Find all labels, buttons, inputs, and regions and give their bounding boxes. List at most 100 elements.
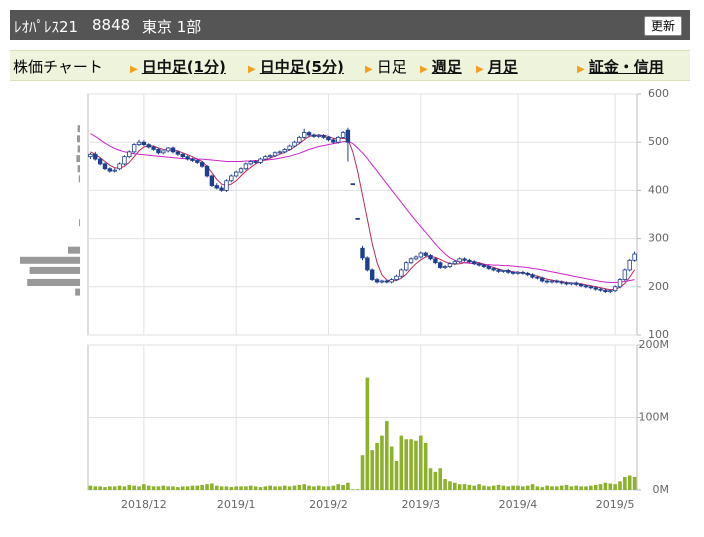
- volume-bar: [161, 485, 166, 490]
- candle-body: [272, 152, 278, 157]
- market: 東京 1部: [142, 18, 202, 36]
- candle-body: [141, 141, 147, 146]
- volume-bar: [127, 484, 132, 490]
- candle-body: [161, 150, 166, 154]
- volume-bar: [224, 486, 229, 490]
- candle-body: [384, 280, 389, 283]
- nav-link[interactable]: 日中足(1分): [141, 58, 226, 76]
- candle-body: [549, 280, 555, 283]
- volume-bar: [365, 377, 370, 490]
- volume-bar: [341, 484, 345, 490]
- candle-body: [525, 272, 530, 276]
- volume-bar: [244, 486, 248, 490]
- candle-body: [467, 259, 472, 263]
- candle-body: [336, 136, 341, 143]
- volume-bar: [307, 485, 311, 490]
- nav-item[interactable]: ▶ 証金・信用: [577, 56, 664, 77]
- candle-body: [544, 280, 550, 283]
- candle-body: [301, 132, 307, 138]
- volume-bar: [491, 485, 496, 490]
- candle-body: [603, 289, 608, 293]
- volume-bar: [166, 486, 170, 490]
- volume-bar: [632, 476, 637, 490]
- volume-bar: [608, 483, 613, 490]
- volume-bar: [472, 485, 477, 490]
- volume-bar: [453, 482, 457, 490]
- refresh-button[interactable]: 更新: [643, 16, 682, 36]
- volume-bar: [375, 442, 379, 490]
- volume-bar: [122, 486, 127, 490]
- volume-bar: [501, 485, 506, 490]
- candle-body: [447, 263, 453, 267]
- candle-body: [404, 262, 409, 271]
- volume-bar: [239, 486, 243, 490]
- volume-bar: [384, 421, 389, 490]
- candle-body: [219, 187, 224, 191]
- candle-body: [574, 282, 579, 285]
- candle-body: [428, 255, 433, 260]
- volume-bar: [219, 486, 224, 490]
- candle-body: [180, 153, 185, 158]
- candle-body: [476, 263, 482, 266]
- nav-item[interactable]: ▶ 日中足(5分): [248, 56, 344, 77]
- candle-body: [326, 136, 331, 141]
- y-tick-label: 100M: [639, 411, 670, 424]
- volume-bar: [370, 450, 375, 490]
- volume-bar: [419, 435, 423, 490]
- nav-link[interactable]: 週足: [431, 58, 462, 76]
- nav-item[interactable]: ▶ 週足: [420, 56, 462, 77]
- nav-arrow: ▶: [577, 64, 585, 75]
- volume-bar: [433, 471, 438, 490]
- candle-body: [608, 290, 613, 293]
- candle-body: [224, 180, 229, 191]
- volume-bar: [394, 461, 399, 490]
- candle-body: [520, 271, 526, 274]
- volume-bar: [137, 486, 141, 490]
- volume-bar: [535, 486, 540, 490]
- nav-item[interactable]: ▶ 日中足(1分): [130, 56, 226, 77]
- volume-bar: [511, 485, 515, 490]
- volume-bar: [210, 483, 214, 490]
- candle-body: [287, 145, 292, 150]
- volume-bar: [287, 486, 292, 490]
- candle-body: [229, 175, 234, 182]
- candle-body: [117, 163, 122, 170]
- volume-bar: [263, 486, 268, 490]
- y-tick-label: 100: [648, 328, 669, 341]
- x-tick-label: 2019/1: [217, 498, 256, 511]
- candle-body: [583, 285, 589, 288]
- volume-bar: [142, 484, 146, 490]
- volume-bar: [487, 486, 491, 490]
- candle-body: [452, 261, 458, 265]
- volume-bar: [205, 484, 209, 490]
- nav-arrow: ▶: [365, 64, 373, 75]
- stock-code: 8848: [92, 16, 131, 34]
- nav-link[interactable]: 月足: [487, 58, 518, 76]
- volume-bar: [93, 486, 98, 490]
- nav-link[interactable]: 日中足(5分): [259, 58, 344, 76]
- volume-bar: [297, 484, 302, 490]
- candle-body: [486, 266, 492, 269]
- candle-body: [491, 268, 496, 271]
- y-tick-label: 500: [648, 135, 669, 148]
- volume-bar: [559, 485, 564, 490]
- volume-bar: [156, 486, 161, 490]
- volume-bar: [112, 486, 117, 490]
- nav-label: 株価チャート: [13, 58, 103, 76]
- nav-link[interactable]: 証金・信用: [588, 58, 664, 76]
- volume-profile-bar: [75, 288, 80, 296]
- x-tick-label: 2019/5: [596, 498, 635, 511]
- candle-body: [199, 162, 205, 167]
- candle-body: [622, 269, 628, 280]
- volume-bar: [180, 486, 185, 490]
- volume-bar: [103, 487, 107, 490]
- volume-bar: [540, 487, 545, 490]
- header: ﾚｵﾊﾟﾚｽ21 8848 東京 1部 更新: [10, 10, 690, 40]
- volume-bar: [462, 484, 467, 490]
- nav-item[interactable]: ▶ 月足: [476, 56, 518, 77]
- candle-body: [370, 269, 375, 280]
- volume-bar: [555, 486, 559, 490]
- volume-bar: [477, 484, 481, 490]
- candle-body: [97, 158, 103, 165]
